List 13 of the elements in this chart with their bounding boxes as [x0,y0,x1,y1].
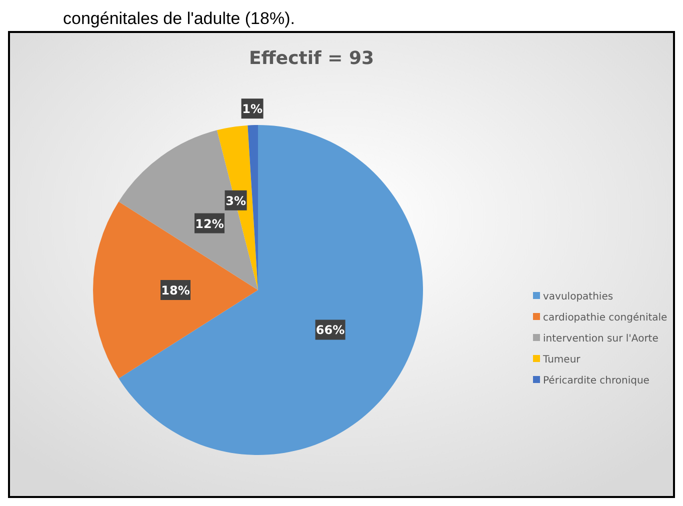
legend-label: vavulopathies [543,292,614,302]
legend-label: Tumeur [542,354,582,366]
data-label: 18% [161,284,190,298]
pie-slice [118,125,423,455]
data-label: 3% [226,194,246,208]
data-label: 12% [195,216,224,231]
legend-label: Péricardite chronique [543,376,650,386]
chart-title: Effectif = 93 [248,48,374,69]
legend-label: intervention sur l'Aorte [543,334,658,344]
text: congénitales de l'adulte (18%). [63,9,295,28]
data-label: 66% [316,323,345,338]
data-label: 1% [242,102,262,116]
legend-label: cardiopathie congénitale [543,312,668,324]
